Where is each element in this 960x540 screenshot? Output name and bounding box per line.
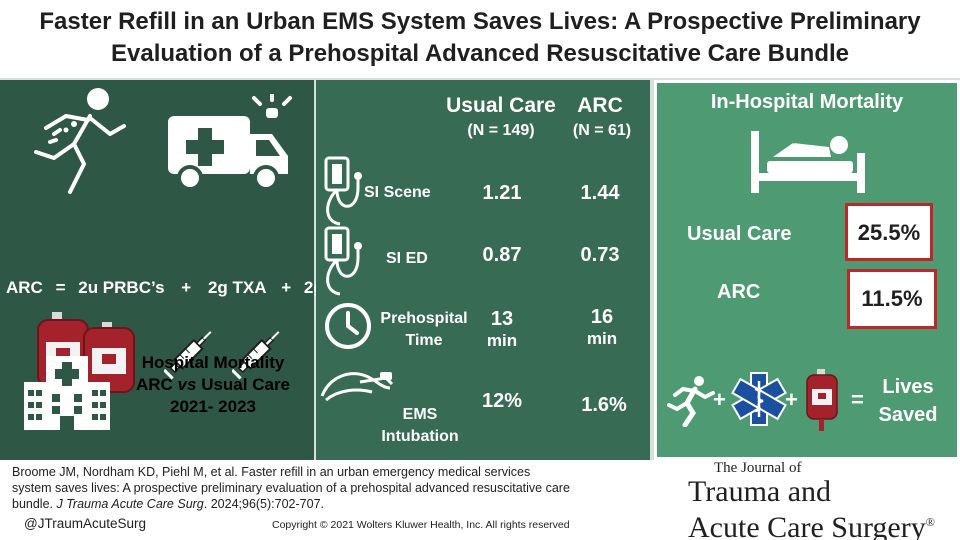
journal-logo-line-2-text: Acute Care Surgery: [688, 511, 926, 540]
in-hospital-mortality-heading: In-Hospital Mortality: [710, 91, 904, 113]
prehospital-time-arc-unit: min: [586, 329, 618, 348]
blood-pressure-cuff-icon: [324, 156, 362, 226]
plus-sign: +: [281, 278, 292, 297]
lives-saved-line-2: Saved: [878, 404, 938, 426]
calcium-syringe-icon: [232, 331, 280, 380]
arc-bundle-equation: ARC = 2u PRBC’s + 2g TXA + 2g Ca: [6, 278, 350, 298]
registered-mark: ®: [925, 515, 935, 529]
prehospital-time-label: Prehospital Time: [368, 308, 480, 352]
intubation-usual-value: 12%: [481, 390, 523, 412]
blood-pressure-cuff-icon: [324, 226, 362, 296]
title-line-1: Faster Refill in an Urban EMS System Sav…: [39, 8, 921, 35]
journal-logo-line-2: Acute Care Surgery®: [688, 507, 958, 540]
prehospital-time-usual-unit: min: [486, 331, 518, 350]
plus-sign: +: [713, 387, 726, 412]
arc-text: ARC: [135, 375, 178, 394]
intubation-icon: [320, 372, 394, 402]
lives-saved-label: Lives Saved: [863, 373, 953, 429]
si-scene-label: SI Scene: [364, 184, 431, 201]
ems-intubation-label: EMS Intubation: [372, 404, 468, 448]
usual-care-column-header: Usual Care: [446, 94, 556, 117]
outcomes-comparison-panel: Usual Care (N = 149) ARC (N = 61) SI Sce…: [316, 80, 650, 460]
mortality-line-1: Hospital Mortality: [141, 353, 285, 372]
hospital-bed-icon: [751, 131, 865, 193]
arc-n: (N = 61): [572, 122, 632, 139]
si-ed-label: SI ED: [386, 250, 428, 267]
usual-care-text: Usual Care: [196, 375, 291, 394]
ambulance-icon: [168, 94, 292, 191]
usual-care-mortality-value: 25.5%: [845, 203, 933, 261]
usual-care-mortality-label: Usual Care: [687, 223, 792, 245]
si-scene-usual-value: 1.21: [482, 182, 522, 204]
ems-intubation-line-2: Intubation: [381, 428, 459, 445]
title-line-2: Evaluation of a Prehospital Advanced Res…: [111, 40, 849, 67]
lives-saved-line-1: Lives: [882, 376, 934, 398]
in-hospital-mortality-panel: In-Hospital Mortality Usual Care 25.5% A…: [654, 80, 960, 460]
clock-icon: [325, 303, 371, 349]
injured-person-icon: [667, 376, 715, 427]
infographic-title: Faster Refill in an Urban EMS System Sav…: [0, 0, 960, 78]
intubation-arc-value: 1.6%: [581, 394, 627, 416]
txa-syringe-icon: [164, 331, 212, 380]
prehospital-time-line-2: Time: [405, 332, 443, 349]
equals-sign: =: [851, 387, 864, 412]
arc-bundle-panel: ARC = 2u PRBC’s + 2g TXA + 2g Ca: [0, 80, 350, 460]
prehospital-time-usual-value: 13 min: [472, 308, 532, 351]
journal-logo-line-1: Trauma and: [688, 475, 832, 508]
plus-sign: +: [181, 278, 192, 297]
plus-sign: +: [785, 387, 798, 412]
hospital-icon: [24, 356, 110, 430]
injured-person-icon: [34, 88, 126, 194]
blood-bag-icon: [806, 369, 838, 431]
usual-care-n: (N = 149): [467, 122, 535, 139]
ems-intubation-line-1: EMS: [402, 406, 438, 423]
arc-mortality-value: 11.5%: [847, 269, 937, 329]
arc-label: ARC: [6, 278, 43, 297]
journal-logo: The Journal of Trauma and Acute Care Sur…: [688, 460, 958, 540]
citation: Broome JM, Nordham KD, Piehl M, et al. F…: [12, 464, 572, 512]
citation-journal: J Trauma Acute Care Surg: [56, 497, 204, 511]
prehospital-time-arc-value: 16 min: [572, 306, 632, 349]
txa-label: 2g TXA: [207, 278, 267, 297]
hospital-mortality-label: Hospital Mortality ARC vs Usual Care 202…: [118, 352, 308, 418]
journal-logo-the: The Journal of: [714, 460, 802, 476]
prehospital-time-usual-number: 13: [490, 308, 514, 330]
si-ed-usual-value: 0.87: [482, 244, 522, 266]
star-of-life-icon: [731, 372, 787, 426]
prehospital-time-line-1: Prehospital: [380, 310, 468, 327]
si-scene-arc-value: 1.44: [580, 182, 620, 204]
si-ed-arc-value: 0.73: [580, 244, 620, 266]
arc-column-header: ARC: [577, 94, 623, 117]
arc-mortality-label: ARC: [717, 281, 761, 303]
mortality-line-3: 2021- 2023: [169, 397, 257, 416]
equals-sign: =: [55, 278, 66, 297]
copyright-notice: Copyright © 2021 Wolters Kluwer Health, …: [272, 519, 570, 531]
citation-text: Broome JM, Nordham KD, Piehl M, et al. F…: [12, 465, 570, 511]
mortality-line-2: ARC vs Usual Care: [118, 374, 308, 396]
vs-text: vs: [177, 375, 197, 394]
citation-reference: . 2024;96(5):702-707.: [203, 497, 324, 511]
twitter-handle[interactable]: @JTraumAcuteSurg: [24, 516, 146, 531]
prehospital-time-arc-number: 16: [590, 306, 614, 328]
prbc-label: 2u PRBC’s: [78, 278, 165, 297]
